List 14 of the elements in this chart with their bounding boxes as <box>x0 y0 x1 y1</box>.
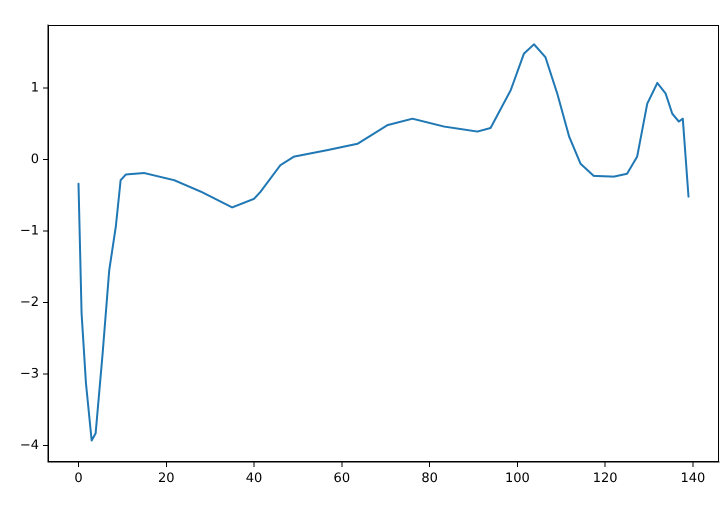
y-tick-label: −3 <box>20 366 39 382</box>
x-tick-label: 60 <box>334 471 350 486</box>
y-tick-label: −1 <box>20 223 39 238</box>
y-tick-label: −2 <box>20 294 39 310</box>
x-tick-label: 80 <box>421 471 438 486</box>
x-tick-label: 100 <box>504 471 530 486</box>
x-tick-label: 140 <box>680 471 706 486</box>
x-tick-label: 20 <box>158 471 175 486</box>
y-tick-label: 1 <box>30 80 39 96</box>
x-tick-label: 0 <box>74 471 83 486</box>
y-tick-label: 0 <box>30 152 39 167</box>
y-tick-label: −4 <box>20 438 39 453</box>
x-tick-label: 120 <box>592 471 618 486</box>
x-tick-label: 40 <box>246 471 262 486</box>
